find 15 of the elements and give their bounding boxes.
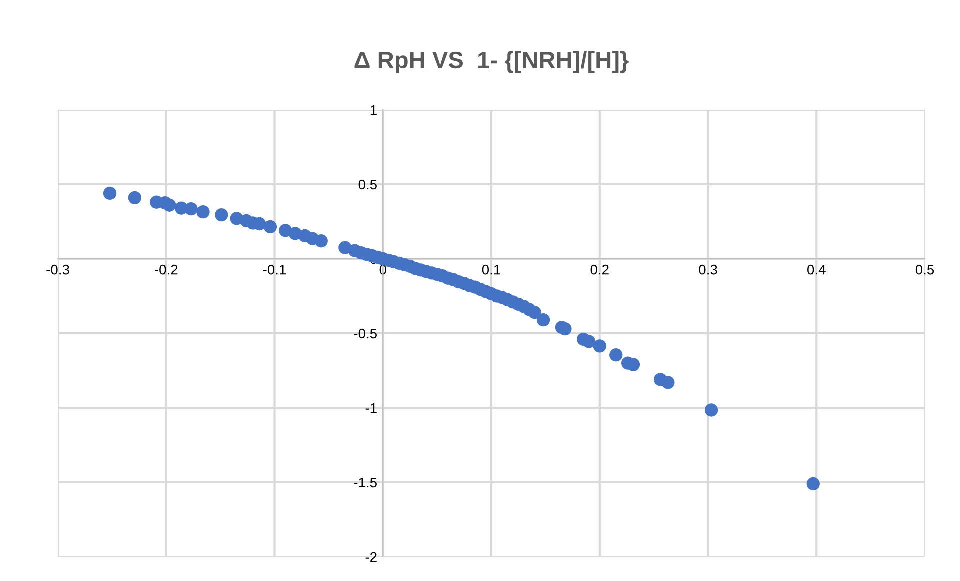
y-tick-label: 1 xyxy=(370,105,377,116)
y-tick-label: -0.5 xyxy=(354,328,377,339)
y-tick-label: -1.5 xyxy=(354,478,377,488)
x-tick-label: 0.3 xyxy=(699,264,718,275)
x-tick-label: 0.4 xyxy=(808,264,826,275)
x-tick-label: -0.1 xyxy=(263,264,286,275)
y-tick-label: -1 xyxy=(366,403,377,414)
y-tick-label: -2 xyxy=(366,552,377,562)
chart-title: Δ RpH VS 1- {[NRH]/[H]} xyxy=(354,51,629,74)
x-tick-label: 0.2 xyxy=(590,264,609,275)
x-tick-label: -0.3 xyxy=(46,264,70,275)
y-tick-label: 0.5 xyxy=(358,180,377,190)
x-tick-label: 0.5 xyxy=(916,264,934,275)
x-tick-label: -0.2 xyxy=(155,264,178,275)
x-tick-label: 0.1 xyxy=(482,264,500,275)
